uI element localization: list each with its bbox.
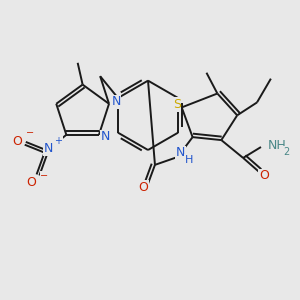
Text: N: N bbox=[44, 142, 53, 155]
Text: S: S bbox=[173, 98, 181, 111]
Text: −: − bbox=[26, 128, 34, 138]
Text: O: O bbox=[259, 169, 269, 182]
Text: +: + bbox=[54, 136, 62, 146]
Text: −: − bbox=[40, 171, 49, 182]
Text: O: O bbox=[12, 135, 22, 148]
Text: O: O bbox=[138, 181, 148, 194]
Text: N: N bbox=[101, 130, 111, 143]
Text: N: N bbox=[176, 146, 185, 160]
Text: H: H bbox=[184, 155, 193, 165]
Text: O: O bbox=[27, 176, 37, 189]
Text: NH: NH bbox=[268, 139, 286, 152]
Text: N: N bbox=[111, 95, 121, 108]
Text: 2: 2 bbox=[284, 147, 290, 157]
